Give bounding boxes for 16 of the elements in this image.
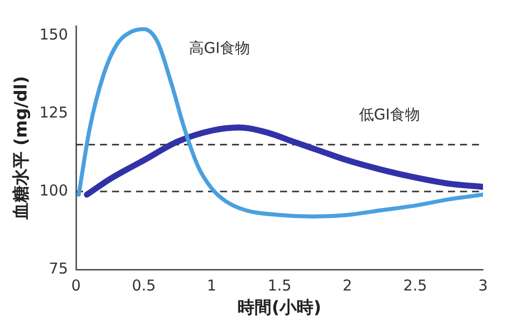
x-tick-label: 0.5 (132, 276, 156, 294)
x-tick-label: 1.5 (268, 276, 292, 294)
x-axis-title: 時間(小時) (238, 298, 322, 318)
x-tick-label: 3 (478, 276, 488, 294)
text: 低GI食物 (358, 105, 420, 124)
y-tick-label: 125 (39, 103, 68, 122)
y-tick-label: 150 (39, 25, 68, 44)
line-series (76, 27, 483, 219)
series-label: 高GI食物 (188, 39, 250, 58)
x-tick-label: 0 (71, 276, 81, 294)
x-tick-label: 2 (342, 276, 352, 294)
x-tick-label: 1 (206, 276, 216, 294)
y-axis-title: 血糖水平 (mg/dl) (12, 76, 32, 221)
y-tick-label: 100 (39, 181, 68, 200)
y-tick-label: 75 (48, 259, 68, 278)
x-tick-label: 2.5 (403, 276, 428, 294)
